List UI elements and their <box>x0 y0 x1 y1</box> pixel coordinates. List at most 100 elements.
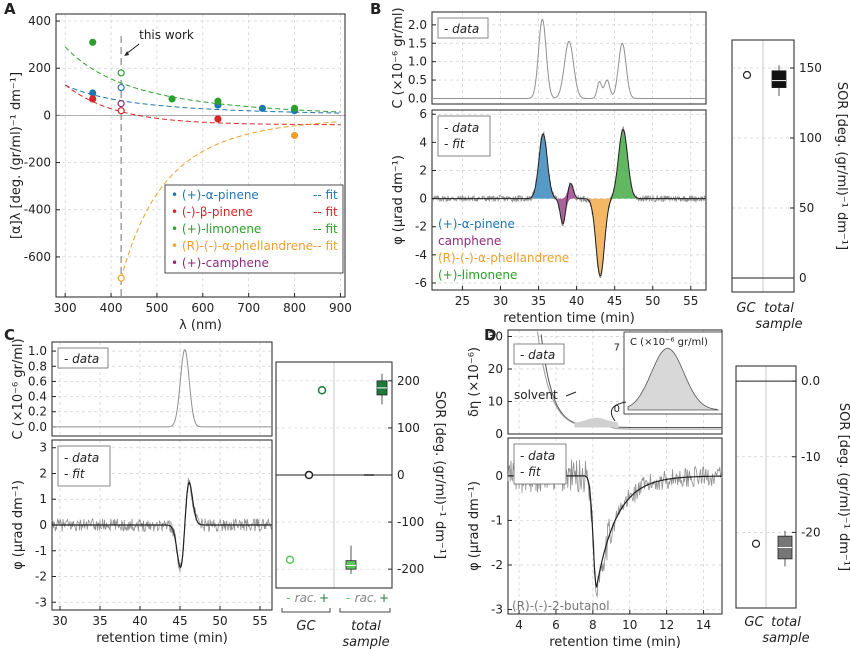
sor-axis-label: SOR [deg. (gr/ml)⁻¹ dm⁻¹] <box>432 391 447 559</box>
x-tick-label: 30 <box>493 294 508 308</box>
panel-b-concentration-chart: 0.0 0.5 1.0 1.5 2.0C (×10⁻⁶ gr/ml) - data <box>391 7 707 109</box>
legend-fit-b_pinene: -- fit <box>313 205 338 219</box>
panel-d-sor-chart: 0.0 -10 -20 SOR [deg. (gr/ml)⁻¹ dm⁻¹] GC tota… <box>735 365 850 646</box>
y-tick-label: -3 <box>491 603 503 617</box>
y-tick-label: 1.5 <box>408 36 427 50</box>
compound-label: (R)-(-)-α-phellandrene <box>438 251 569 265</box>
y-tick-label: 10 <box>488 395 503 409</box>
x-tick-label: 35 <box>531 294 546 308</box>
data-point-camphene <box>117 100 125 108</box>
y-tick-label: 200 <box>397 374 420 388</box>
y-tick-label: 100 <box>799 131 822 145</box>
this-work-arrowhead <box>124 51 130 56</box>
y-tick-label: 0.2 <box>28 405 47 419</box>
data-point-a_pinene <box>117 83 125 92</box>
panel-c-concentration-chart: 0.00.20.4 0.60.81.0C (×10⁻⁶ gr/ml) - data <box>11 338 273 440</box>
y-tick-label: 0 <box>43 108 51 122</box>
legend-box <box>437 17 489 39</box>
category-label-sample: sample <box>755 317 802 332</box>
y-tick-label: 3 <box>39 441 47 455</box>
panel-d-rotation-chart: 4 6 8 10 12 14 -3 -2 -1 0 retention time (min) φ (μ… <box>467 437 723 649</box>
panel-c-sor-chart: -200 -100 0 100 200 SOR [deg. (gr/ml)⁻¹ dm⁻¹]… <box>275 361 447 649</box>
y-tick-label: 1.0 <box>28 344 47 358</box>
peak-fill-a_pinene <box>530 133 556 199</box>
concentration-trace <box>52 348 272 428</box>
y-tick-label: 0.4 <box>28 390 47 404</box>
x-tick-label: 300 <box>54 301 77 315</box>
x-tick-label: 40 <box>132 614 147 628</box>
legend-box <box>513 343 565 365</box>
data-point-limonene <box>214 97 222 105</box>
y-axis-label: C (×10⁻⁶ gr/ml) <box>391 7 406 108</box>
gc-point <box>751 539 761 548</box>
x-axis-label: λ (nm) <box>179 318 222 333</box>
y-tick-label: 1 <box>39 492 47 506</box>
y-tick-label: 2 <box>39 466 47 480</box>
x-tick-label: 55 <box>252 614 267 628</box>
bracket-total <box>339 608 391 613</box>
y-axis-label: C (×10⁻⁶ gr/ml) <box>11 338 26 439</box>
y-tick-label: 0.0 <box>408 91 427 105</box>
gc-point-rac <box>304 470 314 480</box>
y-tick-label: 400 <box>28 14 51 28</box>
solvent-trace-baseline <box>537 331 722 430</box>
panel-a-frame <box>55 13 346 298</box>
inset-peak <box>627 347 720 411</box>
plot-frame <box>431 11 707 105</box>
legend-entry: - data <box>520 348 555 362</box>
panel-a-chart: 300 400 500 600 700 800 900 -600 -400 -200 0 200 400… <box>9 13 352 333</box>
y-tick-label: 0.6 <box>28 374 47 388</box>
y-axis-label: φ (μrad dm⁻¹) <box>11 480 26 570</box>
inset-ytick: 0 <box>614 404 620 415</box>
legend-entry: - data <box>64 352 99 366</box>
y-tick-label: 0.0 <box>801 374 820 388</box>
panel-b-sor-chart: 0 50 100 150 SOR [deg. (gr/ml)⁻¹ dm⁻¹] GC tota… <box>731 39 849 332</box>
sor-frame <box>735 365 797 609</box>
x-tick-label: 14 <box>696 618 711 632</box>
x-tick-label: 35 <box>92 614 107 628</box>
rotation-fit-trace <box>52 481 272 569</box>
solvent-label: solvent <box>514 388 558 402</box>
data-point-phellandrene <box>290 131 299 140</box>
y-tick-label: 0 <box>495 427 503 441</box>
data-point-a_pinene <box>89 89 97 97</box>
y-tick-label: 30 <box>488 330 503 344</box>
data-point-b_pinene <box>117 107 125 115</box>
y-tick-label: -20 <box>801 525 821 539</box>
sor-frame <box>731 39 795 293</box>
category-label-gc: GC <box>744 615 764 630</box>
y-tick-label: -3 <box>35 595 47 609</box>
legend-entry-b_pinene: • (-)-β-pinene <box>171 205 253 219</box>
x-tick-label: 40 <box>569 294 584 308</box>
sor-axis-label: SOR [deg. (gr/ml)⁻¹ dm⁻¹] <box>834 82 849 250</box>
x-tick-label: 500 <box>145 301 168 315</box>
y-tick-label: 20 <box>488 362 503 376</box>
this-work-arrow <box>125 43 140 55</box>
this-work-annotation: this work <box>139 28 194 42</box>
y-tick-label: 0 <box>495 469 503 483</box>
x-tick-label: 6 <box>552 618 560 632</box>
category-label-gc: GC <box>296 619 316 634</box>
gc-point <box>742 70 752 80</box>
y-tick-label: 2 <box>419 163 427 177</box>
legend-fit-phellandrene: -- fit <box>313 239 338 253</box>
x-tick-label: 600 <box>191 301 214 315</box>
y-tick-label: -200 <box>24 156 51 170</box>
y-tick-label: -4 <box>415 248 427 262</box>
x-axis-label: retention time (min) <box>549 635 681 649</box>
y-axis-label: δη (×10⁻⁶) <box>467 347 482 417</box>
legend-entry: - fit <box>444 137 466 151</box>
legend-entry-camphene: • (+)-camphene <box>171 256 269 270</box>
y-tick-label: -10 <box>801 450 821 464</box>
y-tick-label: -1 <box>35 544 47 558</box>
y-tick-label: 0 <box>39 518 47 532</box>
y-tick-label: -200 <box>397 562 424 576</box>
y-tick-label: -400 <box>24 203 51 217</box>
gc-point-plus <box>317 386 327 395</box>
compound-label: camphene <box>438 234 501 248</box>
panel-letter-d: D <box>484 326 496 344</box>
x-tick-label: 55 <box>683 294 698 308</box>
y-tick-label: -6 <box>415 276 427 290</box>
y-tick-label: 0.8 <box>28 359 47 373</box>
